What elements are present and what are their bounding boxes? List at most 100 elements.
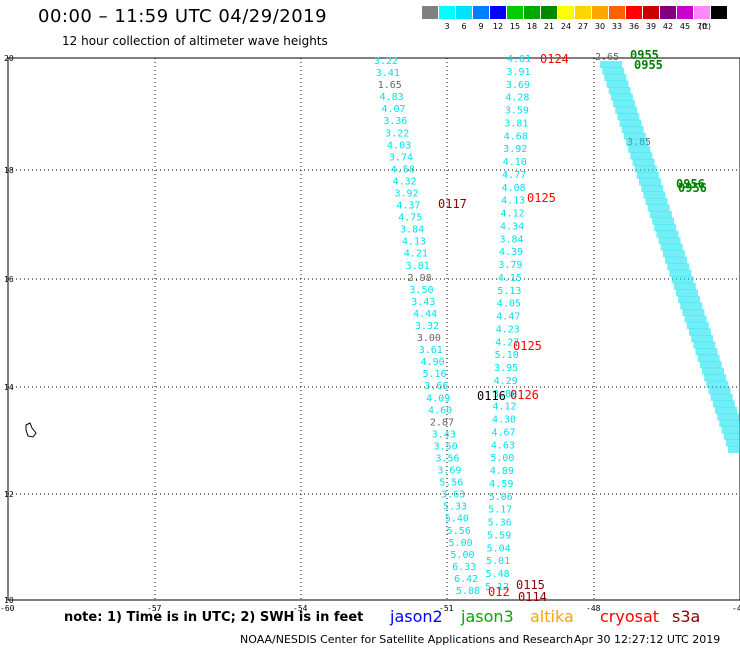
swh-mark-track-c [610,93,633,101]
swh-value-track-b: 3.92 [503,144,527,155]
swh-value-track-a: 4.03 [387,140,411,151]
latitude-label: 18 [4,166,14,175]
latitude-label: 14 [4,383,14,392]
swh-value-track-b: 4.12 [501,209,525,220]
swh-mark-track-c [691,335,714,343]
swh-mark-track-c [613,100,636,108]
swh-mark-track-c [665,256,688,264]
swh-mark-track-c [634,165,657,173]
swh-mark-track-c [630,152,653,160]
map-frame [7,57,740,601]
swh-value-track-b: 4.39 [499,247,523,258]
swh-value-track-b: 5.13 [497,286,521,297]
swh-value-track-a: 5.56 [447,526,471,537]
swh-mark-track-c [708,387,731,395]
swh-value-track-b: 4.10 [503,157,527,168]
swh-value-track-b: 4.15 [498,273,522,284]
footer-note: note: 1) Time is in UTC; 2) SWH is in fe… [64,610,364,625]
swh-value-track-a: 3.22 [385,128,409,139]
color-scale-tick-label: 15 [509,22,521,31]
swh-value-track-b: 5.48 [486,569,510,580]
axis-labels: 20 18 16 14 12 10-60 -57 -54 -51 -48 -45 [0,54,740,613]
swh-value-track-a: 3.61 [419,345,443,356]
swh-value-track-b: 4.30 [492,415,516,426]
swh-mark-track-c [682,308,705,316]
swh-mark-track-c [628,145,651,153]
swh-mark-track-c [632,158,655,166]
chart-subtitle: 12 hour collection of altimeter wave hei… [62,34,328,48]
swh-value-track-a: 4.75 [398,213,422,224]
swh-mark-track-c [675,289,698,297]
swh-value-track-b: 5.59 [487,530,511,541]
swh-value-track-a: 3.92 [395,189,419,200]
pass-time-label: 0956 [678,181,707,195]
swh-value-track-b: 4.13 [501,196,525,207]
swh-value-track-a: 6.33 [452,562,476,573]
swh-value-track-a: 4.58 [391,164,415,175]
pass-time-label: 0124 [540,52,569,66]
color-scale-tick-label: 36 [628,22,640,31]
swh-mark-track-c [701,367,724,375]
color-scale-tick-label: 18 [526,22,538,31]
swh-mark-track-c [615,106,638,114]
swh-mark-track-c [602,67,625,75]
swh-mark-track-c [619,119,642,127]
pass-time-label: 0125 [527,191,556,205]
swh-value-track-a: 4.90 [421,357,445,368]
color-swatch [575,6,591,19]
swh-value-track-a: 4.44 [413,309,437,320]
swh-mark-track-c [686,322,709,330]
pass-time-label: 0125 [513,339,542,353]
color-swatch [694,6,710,19]
track-b-values: 4.01 3.91 3.69 4.28 3.593.81 4.68 3.92 4.10 4.77… [485,54,531,593]
swh-value-track-a: 3.41 [376,68,400,79]
swh-value-track-b: 3.95 [494,363,518,374]
swh-value-track-c: 2.65 [595,52,619,63]
color-swatch [592,6,608,19]
swh-mark-track-c [649,211,672,219]
color-scale-tick-label: 70 [696,22,708,31]
swh-mark-track-c [645,198,668,206]
color-scale-tick-label: 21 [543,22,555,31]
swh-mark-track-c [658,237,681,245]
swh-mark-track-c [684,315,707,323]
swh-value-track-a: 5.00 [449,538,473,549]
swh-value-track-a: 5.56 [439,478,463,489]
swh-mark-track-c [693,341,716,349]
pass-time-label: 0116 [477,389,506,403]
color-scale-tick-label: 30 [594,22,606,31]
swh-mark-track-c [669,269,692,277]
sat-label-jason3: jason3 [461,607,514,626]
swh-value-track-a: 3.43 [411,297,435,308]
swh-value-track-b: 5.04 [487,543,511,554]
swh-mark-track-c [719,419,740,427]
swh-value-track-a: 2.87 [430,417,454,428]
pass-time-label: 0126 [510,388,539,402]
color-swatch [473,6,489,19]
swh-mark-track-c [680,302,703,310]
swh-value-track-b: 3.59 [505,106,529,117]
swh-value-track-b: 5.17 [488,505,512,516]
swh-value-track-b: 5.36 [488,518,512,529]
swh-value-track-a: 2.98 [408,273,432,284]
credit-text: NOAA/NESDIS Center for Satellite Applica… [240,633,574,646]
swh-mark-track-c [621,126,644,134]
color-swatch [524,6,540,19]
pass-time-labels: 0124012501250126011701160115011401209550… [438,48,707,604]
pass-time-label: 0956 [676,177,705,191]
swh-value-track-a: 3.66 [424,381,448,392]
longitude-label: -45 [732,604,740,613]
swh-value-track-a: 4.09 [426,393,450,404]
color-swatch [456,6,472,19]
swh-value-track-b: 4.01 [507,54,531,65]
color-swatch [711,6,727,19]
swh-mark-track-c [671,276,694,284]
swh-value-track-a: 3.56 [436,454,460,465]
swh-mark-track-c [728,446,740,453]
color-swatch [422,6,438,19]
swh-value-track-b: 4.28 [505,93,529,104]
swh-value-track-a: 3.84 [400,225,424,236]
color-scale-tick-label: 3 [444,22,450,31]
swh-value-track-b: 3.88 [493,389,517,400]
